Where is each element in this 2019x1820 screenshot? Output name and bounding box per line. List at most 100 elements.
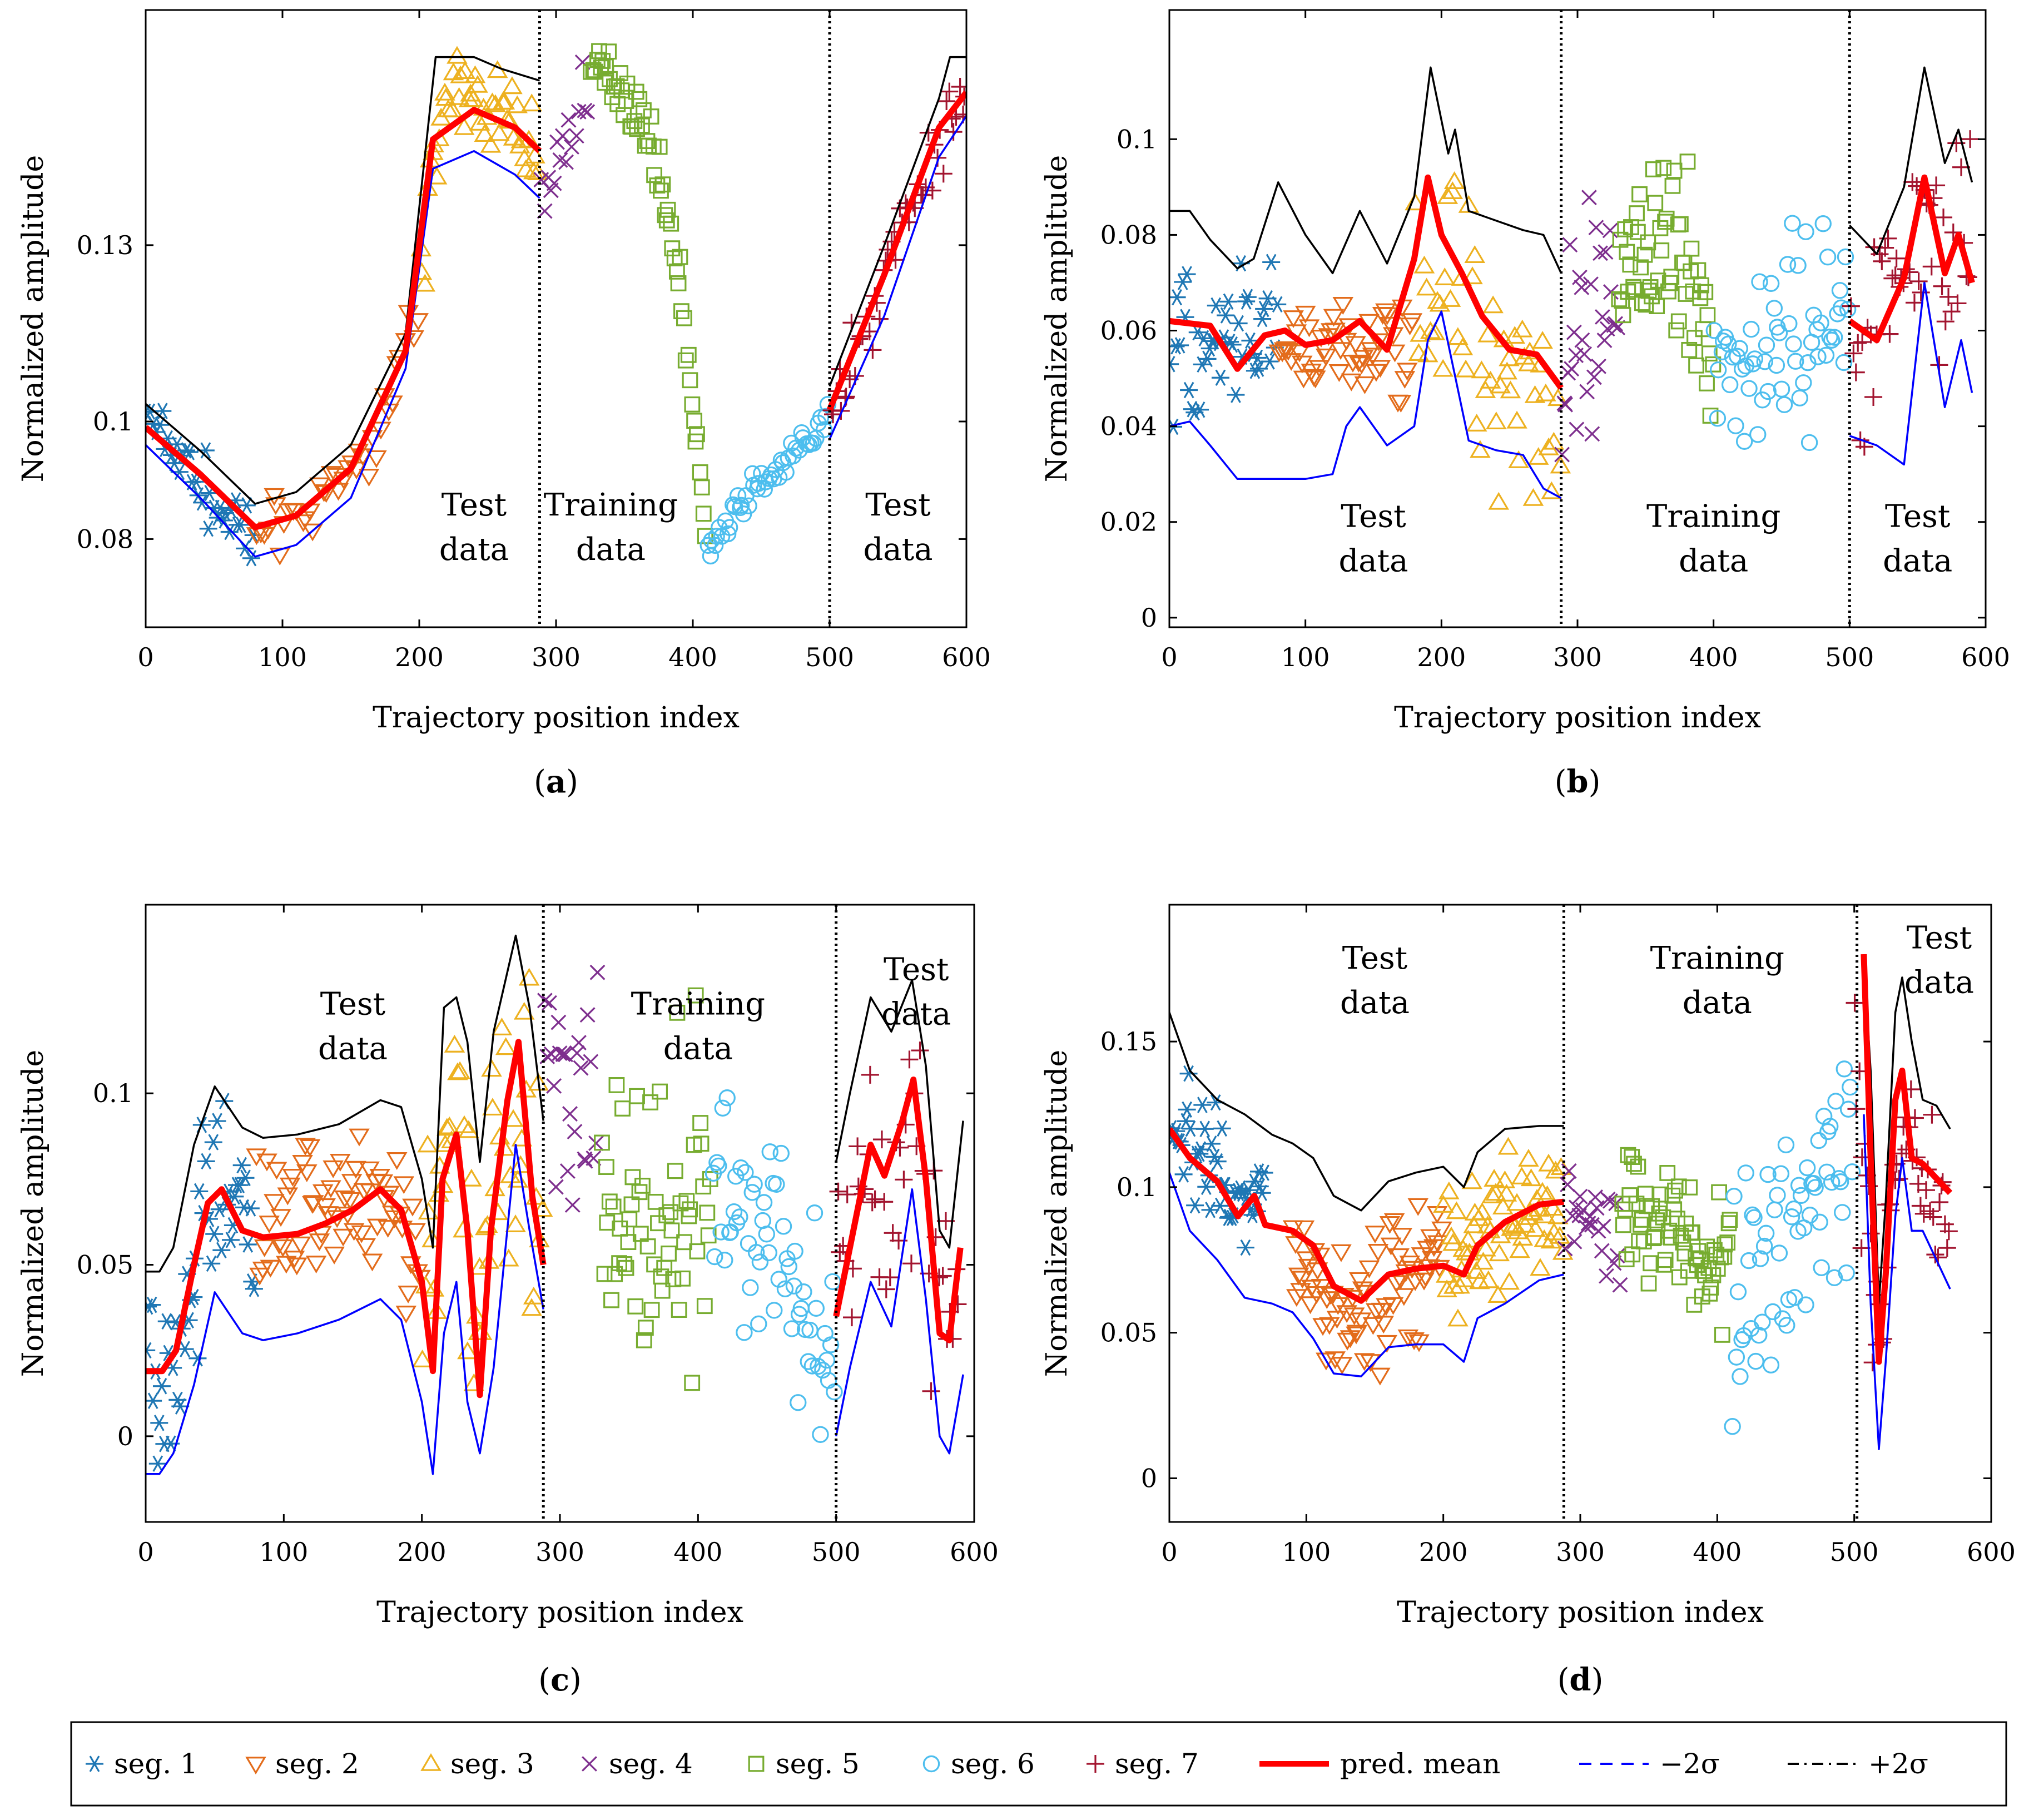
plus-2sigma-line	[1169, 1012, 1564, 1212]
legend-label: pred. mean	[1340, 1748, 1500, 1780]
seg-6-point	[1766, 1201, 1783, 1218]
seg-3-point	[458, 1120, 479, 1138]
x-tick-label: 0	[1161, 1537, 1177, 1567]
seg-7-point	[1849, 334, 1867, 352]
seg-1-point	[1203, 1135, 1221, 1152]
seg-2-point	[1301, 1280, 1322, 1298]
seg-1-point	[1255, 300, 1273, 318]
seg-6-point	[775, 1218, 792, 1235]
seg-6-point	[1779, 256, 1797, 273]
seg-6-point	[1754, 1313, 1771, 1331]
seg-6-point	[758, 1226, 775, 1243]
seg-1-point	[1174, 1166, 1193, 1183]
seg-6-point	[1822, 1118, 1839, 1135]
seg-3-point	[1525, 1219, 1546, 1237]
region-label: data	[1338, 543, 1408, 579]
seg-5-point	[1697, 284, 1714, 300]
seg-5-point	[642, 1094, 658, 1110]
seg-5-point	[608, 78, 625, 95]
seg-5-point	[636, 1332, 652, 1348]
seg-3-point	[1489, 1243, 1510, 1262]
seg-6-point	[1825, 329, 1843, 346]
seg-3-point	[1452, 337, 1474, 355]
seg-6-point	[812, 1426, 829, 1443]
seg-6-point	[1807, 1179, 1824, 1196]
x-tick-label: 0	[1161, 642, 1177, 672]
seg-5-point	[1692, 290, 1709, 306]
seg-3-point	[489, 123, 510, 141]
seg-5-point	[1669, 1211, 1685, 1227]
seg-5-point	[596, 1266, 613, 1282]
seg-5-point	[682, 1201, 698, 1218]
seg-6-point	[1734, 360, 1751, 378]
seg-3-point	[1477, 324, 1499, 343]
seg-6-point	[712, 1223, 730, 1241]
seg-5-point	[601, 43, 617, 60]
seg-3-point	[1506, 1193, 1527, 1211]
seg-6-point	[1740, 1252, 1758, 1269]
seg-1-point	[1253, 1184, 1271, 1201]
seg-5-point	[1717, 1236, 1733, 1253]
seg-3-point	[1432, 359, 1454, 377]
seg-1-point	[190, 1183, 209, 1200]
seg-4-point	[571, 1035, 587, 1050]
seg-6-point	[1768, 356, 1785, 374]
x-tick-label: 100	[258, 642, 307, 672]
seg-6-point	[1825, 1269, 1843, 1286]
seg-3-point	[1532, 331, 1553, 349]
seg-5-point	[1659, 1165, 1676, 1181]
panel-c: Test data Training data Test data 0 100 200 300 40…	[17, 904, 999, 1698]
seg-5-point	[1714, 1327, 1730, 1343]
seg-5-point	[643, 108, 659, 125]
seg-6-point	[714, 1099, 732, 1117]
seg-2-point	[1361, 342, 1382, 360]
plot-frame	[145, 904, 975, 1523]
seg-4-point	[1608, 316, 1624, 332]
seg-2-point	[1352, 350, 1374, 368]
seg-6-point	[729, 487, 747, 504]
seg-3-point	[1547, 1206, 1569, 1224]
seg-6-point	[1821, 328, 1838, 346]
pred-mean-line	[1169, 174, 1564, 390]
seg-3-point	[1433, 1194, 1454, 1213]
seg-6-point	[1783, 1208, 1800, 1226]
seg-4-point	[558, 154, 574, 170]
seg-5-point	[670, 275, 687, 291]
seg-5-point	[1719, 1234, 1736, 1251]
seg-3-point	[1442, 181, 1464, 200]
legend-swatch	[245, 1757, 266, 1775]
seg-1-point	[221, 1232, 240, 1248]
seg-4-point	[564, 1197, 581, 1213]
seg-1-point	[1169, 289, 1186, 306]
seg-4-point	[1579, 384, 1595, 400]
seg-3-point	[1434, 267, 1456, 285]
legend-item: seg. 7	[1087, 1748, 1199, 1780]
seg-5-point	[661, 1245, 677, 1262]
seg-1-point	[148, 1455, 167, 1472]
region-label: data	[1883, 543, 1952, 579]
seg-6-point	[807, 1300, 825, 1317]
seg-3-point	[532, 1199, 553, 1217]
seg-6-point	[772, 452, 790, 469]
seg-6-point	[719, 525, 737, 543]
seg-2-point	[1320, 1287, 1341, 1305]
seg-3-point	[454, 1115, 475, 1133]
seg-2-point	[296, 1164, 318, 1182]
seg-6-point	[790, 1394, 807, 1411]
seg-2-point	[328, 483, 349, 501]
seg-5-point	[1650, 272, 1666, 289]
seg-6-point	[1843, 1163, 1861, 1181]
seg-6-point	[732, 497, 750, 514]
seg-3-point	[491, 1017, 513, 1035]
seg-5-point	[1690, 1243, 1707, 1259]
seg-7-point	[1952, 158, 1971, 176]
legend-label: seg. 3	[450, 1748, 534, 1780]
legend-label: seg. 6	[951, 1748, 1035, 1780]
region-label: Test	[1907, 920, 1972, 956]
seg-6-point	[1831, 282, 1849, 299]
legend-swatch	[748, 1755, 765, 1772]
seg-3-point	[1481, 1186, 1503, 1203]
seg-2-point	[1417, 1241, 1438, 1259]
seg-5-point	[612, 1220, 628, 1237]
seg-7-point	[1934, 208, 1953, 226]
